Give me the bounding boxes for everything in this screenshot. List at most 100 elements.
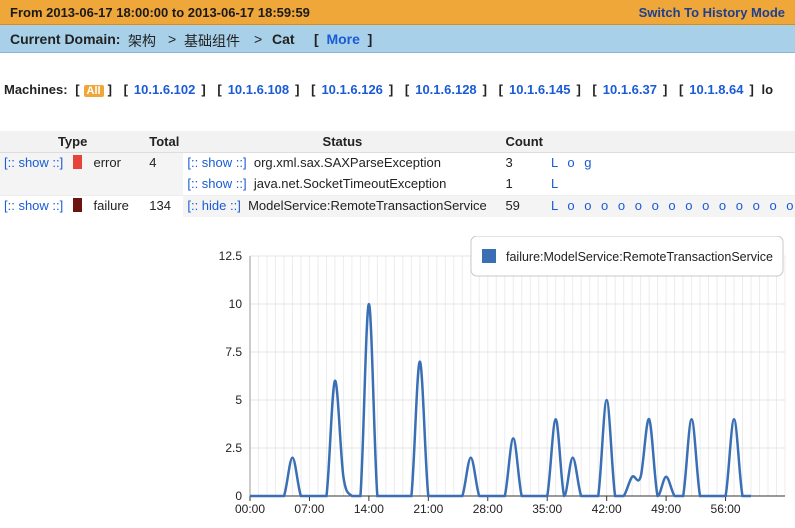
domain-bar: Current Domain: 架构 > 基础组件 > Cat [ More ] [0, 25, 795, 53]
data-point [470, 456, 472, 458]
x-tick-label: 21:00 [413, 502, 443, 516]
data-point [359, 495, 361, 497]
data-point [325, 495, 327, 497]
data-point [334, 380, 336, 382]
data-point [249, 495, 251, 497]
data-point [300, 495, 302, 497]
data-point [283, 495, 285, 497]
data-point [605, 399, 607, 401]
data-point [529, 495, 531, 497]
machine-link[interactable]: lo [761, 82, 774, 97]
data-point [512, 437, 514, 439]
log-links[interactable]: L o g [551, 155, 595, 170]
machine-link[interactable]: 10.1.6.128 [415, 82, 477, 97]
data-point [546, 495, 548, 497]
data-point [538, 495, 540, 497]
data-point [436, 495, 438, 497]
data-point [368, 303, 370, 305]
machine-all[interactable]: All [83, 85, 104, 97]
data-point [308, 495, 310, 497]
data-point [495, 495, 497, 497]
show-status-graph-link[interactable]: [:: show ::] [187, 155, 247, 170]
machine-link[interactable]: 10.1.6.145 [508, 82, 571, 97]
x-tick-label: 07:00 [294, 502, 324, 516]
column-header-status: Status [183, 131, 502, 153]
data-point [682, 495, 684, 497]
data-point [521, 495, 523, 497]
current-domain-label: Current Domain: [10, 31, 121, 47]
data-point [580, 495, 582, 497]
y-tick-label: 5 [235, 393, 242, 407]
y-tick-label: 0 [235, 489, 242, 503]
type-name: failure [93, 198, 129, 213]
table-row: [:: show ::] error 4 [:: show ::] org.xm… [0, 152, 795, 196]
data-point [707, 495, 709, 497]
data-point [257, 495, 259, 497]
hide-status-graph-link[interactable]: [:: hide ::] [187, 198, 241, 213]
data-point [266, 495, 268, 497]
machine-link[interactable]: 10.1.6.102 [133, 82, 196, 97]
data-point [317, 495, 319, 497]
status-cell: [:: show ::] org.xml.sax.SAXParseExcepti… [183, 153, 501, 175]
data-point [597, 495, 599, 497]
status-table: Type Total Status Count [:: show ::] err… [0, 131, 795, 217]
breadcrumb-components[interactable]: 基础组件 [184, 33, 240, 49]
machine-link[interactable]: 10.1.6.108 [227, 82, 290, 97]
data-point [427, 495, 429, 497]
failure-trend-chart: 0 2.5 5 7.5 10 12.5 00:00 07:00 14:00 21:00 28:00 3… [205, 235, 795, 525]
time-range-bar: From 2013-06-17 18:00:00 to 2013-06-17 1… [0, 0, 795, 25]
data-point [478, 495, 480, 497]
data-point [622, 495, 624, 497]
more-domains-link[interactable]: More [326, 31, 360, 47]
switch-history-mode-link[interactable]: Switch To History Mode [638, 5, 785, 20]
data-point [342, 476, 344, 478]
data-point [750, 495, 752, 497]
status-name: ModelService:RemoteTransactionService [248, 198, 487, 213]
series-line [250, 302, 752, 498]
data-point [665, 476, 667, 478]
machine-link[interactable]: 10.1.8.64 [689, 82, 744, 97]
machine-link[interactable]: 10.1.6.37 [602, 82, 657, 97]
count-cell: 59 [501, 195, 547, 217]
data-point [588, 495, 590, 497]
column-header-count: Count [501, 131, 547, 153]
table-header-row: Type Total Status Count [0, 131, 795, 153]
show-type-detail-link[interactable]: [:: show ::] [4, 155, 64, 170]
data-point [716, 495, 718, 497]
status-cell: [:: hide ::] ModelService:RemoteTransact… [183, 195, 502, 217]
data-point [419, 360, 421, 362]
x-tick-label: 28:00 [473, 502, 503, 516]
column-header-type: Type [0, 131, 146, 153]
x-tick-label: 56:00 [711, 502, 741, 516]
machine-link[interactable]: 10.1.6.126 [321, 82, 383, 97]
data-point [563, 495, 565, 497]
breadcrumb-architecture[interactable]: 架构 [128, 33, 156, 49]
data-point [699, 495, 701, 497]
data-point [453, 495, 455, 497]
line-chart-svg: 0 2.5 5 7.5 10 12.5 00:00 07:00 14:00 21:00 28:00 3… [219, 235, 786, 516]
data-point [631, 476, 633, 478]
legend-label: failure:ModelService:RemoteTransactionSe… [506, 250, 773, 264]
show-type-detail-link[interactable]: [:: show ::] [4, 198, 64, 213]
error-color-swatch [72, 155, 82, 169]
data-point [410, 495, 412, 497]
column-header-total: Total [145, 131, 184, 153]
data-point [733, 418, 735, 420]
log-links[interactable]: L [551, 176, 562, 191]
data-point [385, 495, 387, 497]
data-point [614, 495, 616, 497]
log-links[interactable]: L o o o o o o o o o o o o o o o o o o o … [547, 195, 795, 217]
data-point [656, 495, 658, 497]
y-tick-label: 2.5 [225, 441, 242, 455]
data-point [690, 418, 692, 420]
data-point [291, 456, 293, 458]
more-domains[interactable]: [ More ] [314, 31, 373, 47]
data-point [461, 495, 463, 497]
data-point [555, 418, 557, 420]
data-point [393, 495, 395, 497]
data-point [639, 476, 641, 478]
data-point [648, 418, 650, 420]
show-status-graph-link[interactable]: [:: show ::] [187, 176, 247, 191]
legend-box [470, 235, 784, 277]
data-point [571, 456, 573, 458]
